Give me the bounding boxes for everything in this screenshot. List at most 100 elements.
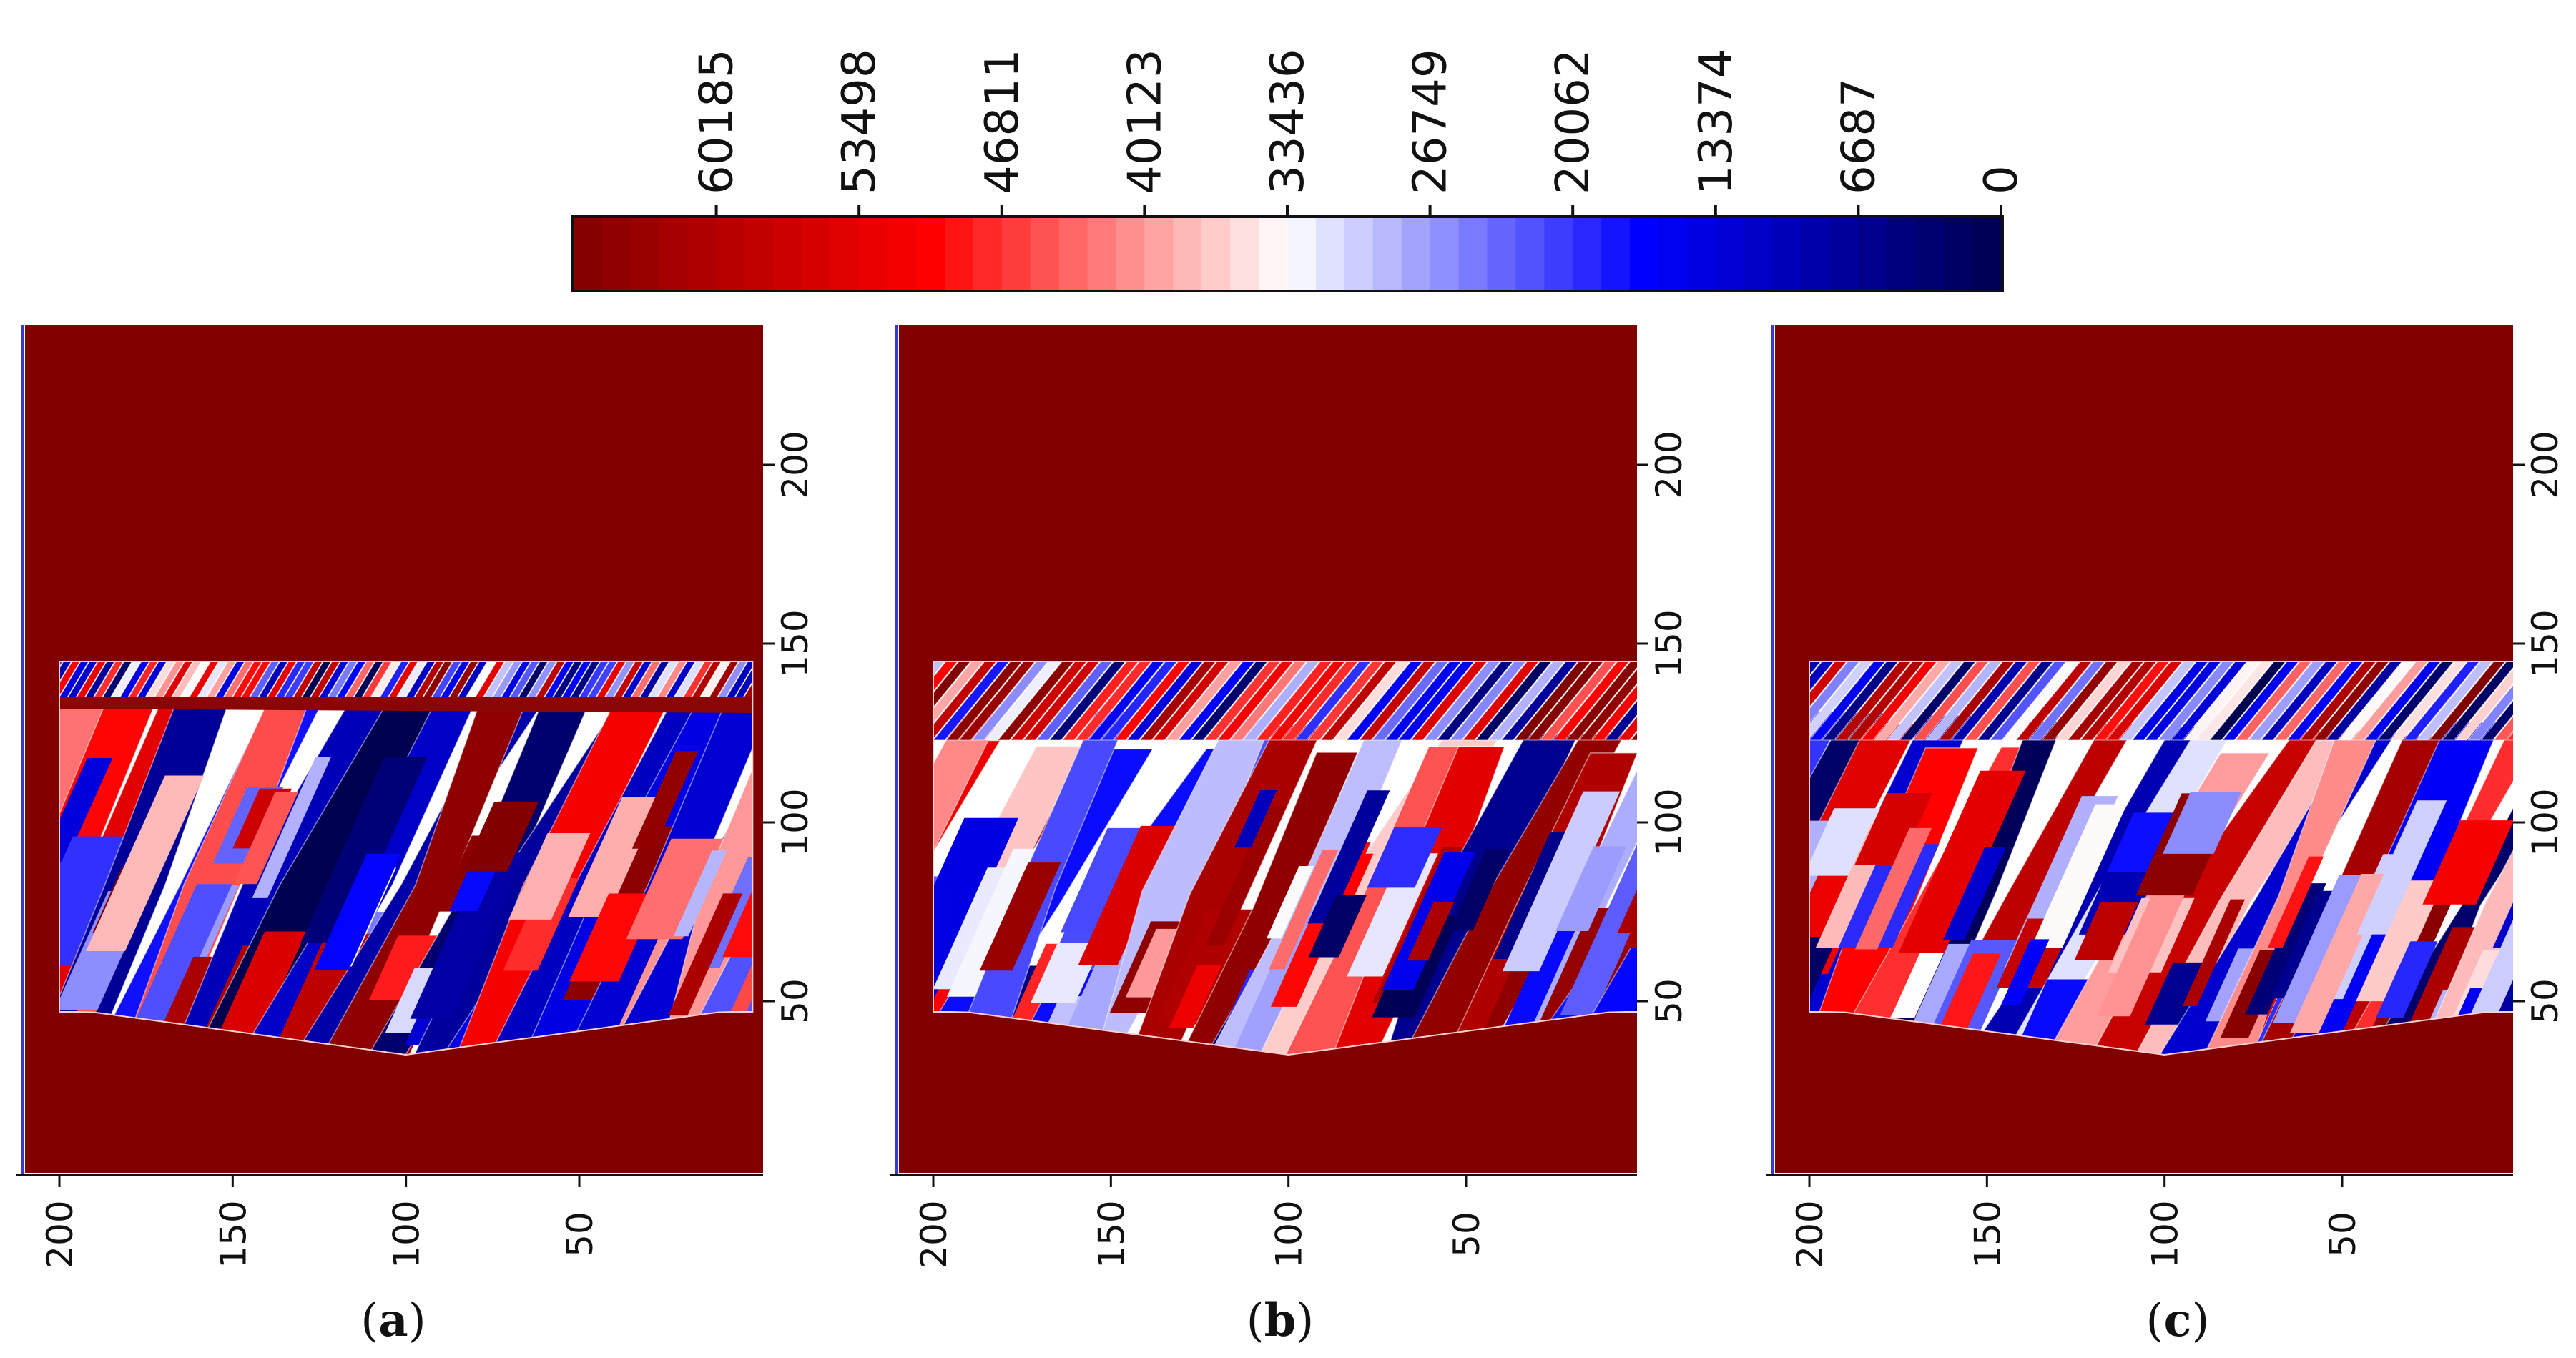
sub-grain: [1234, 789, 1277, 848]
fine-grain: [933, 661, 985, 741]
fine-grain: [1591, 661, 1637, 741]
fine-grain: [1332, 661, 1411, 741]
sub-grain: [2001, 939, 2050, 1005]
fine-grain: [1809, 661, 1887, 741]
fine-grain: [1899, 661, 1977, 741]
fine-grain: [2261, 661, 2339, 741]
sub-grain: [252, 757, 332, 898]
colorbar-segment: [1630, 218, 1659, 290]
fine-grain: [0, 661, 19, 697]
colorbar-tick-label: 0: [1975, 165, 2028, 195]
sub-grain: [1854, 793, 1933, 865]
fine-grain: [830, 661, 906, 740]
sub-grain: [569, 893, 659, 982]
fine-grain: [2027, 661, 2106, 741]
sub-grain: [1307, 790, 1390, 924]
fine-grain: [1696, 661, 1771, 740]
colorbar-segment: [859, 218, 888, 290]
colorbar-segment: [944, 218, 974, 290]
colorbar-tick-label: 53498: [833, 49, 886, 195]
fine-grain: [2093, 661, 2171, 741]
colorbar-segment: [1116, 218, 1146, 290]
y-tick-label: 50: [1648, 978, 1690, 1024]
fine-grain: [2467, 661, 2513, 741]
fine-grain: [1706, 661, 1782, 740]
sub-grain: [2471, 903, 2513, 1013]
sub-grain: [1699, 779, 1776, 851]
fine-grain: [933, 661, 998, 741]
panel-c-x-ticks: 200 150 100 50: [1789, 1175, 2364, 1269]
colorbar-segment: [1972, 218, 2002, 290]
y-tick-label: 150: [1648, 609, 1690, 677]
x-tick-label: 100: [1269, 1200, 1310, 1268]
colorbar-segment: [1858, 218, 1888, 290]
fine-grain: [2080, 661, 2158, 741]
fine-grain: [1809, 661, 1861, 741]
fine-grain: [2480, 661, 2513, 741]
y-tick-label: 50: [775, 978, 816, 1024]
grain-region-outline: [933, 661, 1637, 1056]
fine-grain: [1358, 661, 1437, 741]
colorbar-segment: [1058, 218, 1088, 290]
colorbar-segment: [1087, 218, 1117, 290]
fine-grain: [1423, 661, 1501, 741]
fine-grain: [1963, 661, 2042, 741]
sub-grain: [59, 758, 113, 863]
fine-grain: [1385, 661, 1462, 741]
panel-b-y-ticks: 50 100 150 200: [1637, 430, 1690, 1024]
fine-grain: [1151, 661, 1230, 741]
colorbar-segment: [830, 218, 860, 290]
fine-grain: [0, 661, 2, 697]
colorbar-segment: [1401, 218, 1431, 290]
sub-grain: [668, 893, 743, 1016]
fine-grain: [933, 661, 959, 741]
colorbar-segment: [1173, 218, 1203, 290]
colorbar-segment: [888, 218, 917, 290]
sub-grain: [503, 878, 579, 971]
panel-a-x-ticks: 200 150 100 50: [39, 1175, 601, 1269]
fine-grain: [1809, 661, 1874, 741]
sub-grain: [86, 775, 205, 952]
fine-grain: [1873, 661, 1951, 741]
fine-grain: [1113, 661, 1191, 741]
colorbar-segment: [601, 218, 631, 290]
sub-grain: [814, 760, 903, 922]
sub-grain: [508, 832, 591, 920]
colorbar: 60185 53498 46811 40123 33436 26749 20062 13374…: [571, 49, 2028, 292]
grain: [1176, 752, 1359, 1055]
fine-grain: [2415, 661, 2494, 741]
sub-grain: [1809, 808, 1887, 876]
sub-grain: [2290, 874, 2391, 1033]
fine-grain: [1886, 661, 1964, 741]
colorbar-segment: [1573, 218, 1602, 290]
fine-grain: [1617, 661, 1637, 741]
colorbar-tick-label: 40123: [1119, 49, 1171, 195]
fine-grain: [971, 661, 1049, 741]
fine-grain: [2351, 661, 2429, 741]
y-tick-label: 150: [2525, 609, 2566, 677]
sub-grain: [2182, 899, 2246, 1007]
sub-grain: [1502, 791, 1621, 972]
panel-b-x-ticks: 200 150 100 50: [913, 1175, 1488, 1269]
sub-grain: [2356, 800, 2447, 935]
y-tick-label: 50: [2525, 978, 2566, 1024]
colorbar-segment: [574, 218, 603, 290]
fine-grain: [997, 661, 1075, 741]
fine-grain: [1513, 661, 1592, 741]
fine-grain: [933, 661, 972, 741]
panel-b: 200 150 100 50 50 100 150 200: [814, 325, 1776, 1269]
fine-grain: [1307, 661, 1385, 741]
fine-grain: [1500, 661, 1578, 741]
colorbar-tick-label: 33436: [1262, 49, 1314, 195]
colorbar-segment: [773, 218, 803, 290]
fine-grain: [2221, 661, 2300, 741]
colorbar-segment: [1658, 218, 1688, 290]
fine-grain: [1462, 661, 1540, 741]
fine-grain: [1255, 661, 1333, 741]
x-tick-label: 200: [913, 1200, 955, 1268]
grain: [1809, 711, 1846, 1055]
fine-grain: [2402, 661, 2481, 741]
fine-grain: [945, 661, 1023, 741]
sub-grain: [2107, 812, 2176, 872]
fine-grain: [2493, 661, 2513, 741]
